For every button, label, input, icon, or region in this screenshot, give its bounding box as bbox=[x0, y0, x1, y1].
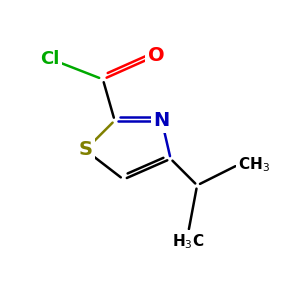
Text: CH$_3$: CH$_3$ bbox=[238, 155, 270, 174]
Text: N: N bbox=[154, 111, 170, 130]
Text: S: S bbox=[78, 140, 92, 160]
Text: O: O bbox=[148, 46, 164, 65]
Text: Cl: Cl bbox=[40, 50, 60, 68]
Text: H$_3$C: H$_3$C bbox=[172, 232, 205, 251]
